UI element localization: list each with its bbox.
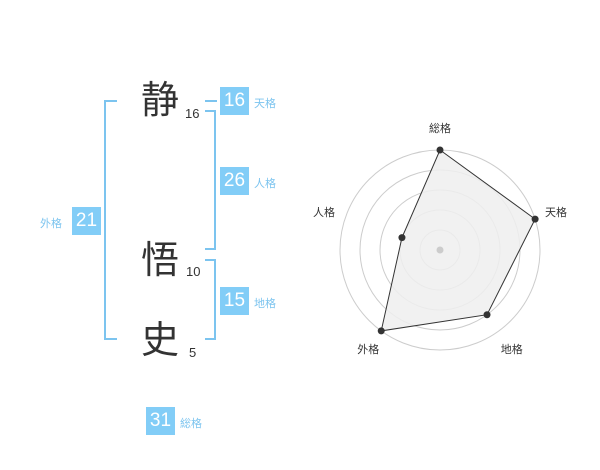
- tenkaku-label: 天格: [254, 97, 276, 110]
- radar-axis-label: 外格: [357, 342, 380, 356]
- soukaku-value: 31: [146, 407, 175, 435]
- radar-axis-label: 天格: [545, 206, 568, 220]
- radar-center-dot: [436, 246, 444, 254]
- radar-axis-label: 総格: [429, 122, 451, 135]
- bracket-tick: [205, 338, 216, 340]
- stroke-count-3: 5: [189, 345, 197, 360]
- gaikaku-bracket: [104, 100, 106, 340]
- jinkaku-bracket: [214, 110, 216, 250]
- radar-area: [380, 149, 536, 332]
- jinkaku-value: 26: [220, 167, 249, 195]
- radar-point-4: [398, 234, 406, 242]
- chikaku-bracket: [214, 259, 216, 340]
- jinkaku-label: 人格: [254, 177, 276, 190]
- radar-point-1: [531, 215, 539, 223]
- name-char-2: 悟: [140, 238, 179, 282]
- chikaku-label: 地格: [254, 297, 276, 310]
- bracket-tick: [205, 248, 216, 250]
- radar-point-3: [377, 327, 385, 335]
- radar-point-2: [483, 311, 491, 319]
- radar-axis-label: 人格: [312, 206, 335, 220]
- chikaku-value: 15: [220, 287, 249, 315]
- radar-axis-label: 地格: [500, 342, 523, 356]
- soukaku-label: 総格: [180, 417, 202, 430]
- gaikaku-label: 外格: [40, 217, 62, 230]
- tenkaku-bracket: [205, 100, 217, 102]
- bracket-tick: [104, 100, 117, 102]
- name-char-3: 史: [140, 318, 179, 362]
- tenkaku-value: 16: [220, 87, 249, 115]
- bracket-tick: [104, 338, 117, 340]
- bracket-tick: [205, 259, 216, 261]
- stroke-count-2: 10: [186, 264, 201, 279]
- radar-point-0: [436, 146, 444, 154]
- bracket-tick: [205, 110, 216, 112]
- name-char-1: 静: [140, 78, 179, 122]
- gaikaku-value: 21: [72, 207, 101, 235]
- stroke-count-1: 16: [185, 106, 200, 121]
